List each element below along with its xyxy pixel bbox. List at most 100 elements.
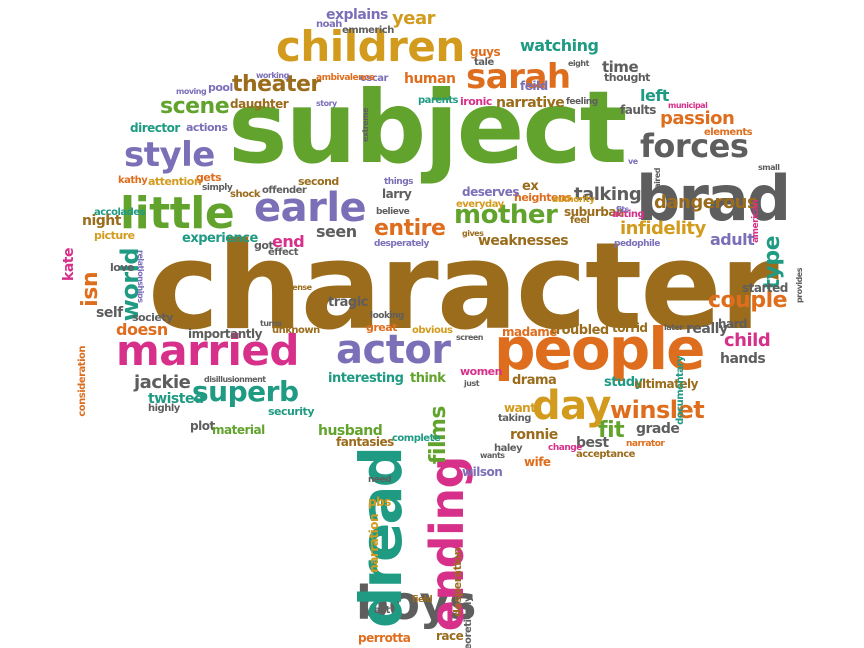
word-adult: adult bbox=[710, 230, 755, 249]
word-attention: attention bbox=[148, 175, 202, 188]
word-noah: noah bbox=[316, 19, 342, 30]
word-seen: seen bbox=[316, 222, 357, 241]
word-kathy: kathy bbox=[118, 175, 148, 186]
word-feeling: feeling bbox=[566, 97, 598, 107]
word-ambivalence: ambivalence bbox=[316, 73, 375, 83]
word-believe: believe bbox=[376, 207, 410, 217]
word-authority: authority bbox=[552, 195, 595, 205]
word-feild: feild bbox=[520, 79, 548, 93]
word-highly: highly bbox=[148, 403, 180, 414]
word-moving: moving bbox=[176, 87, 207, 96]
word-later: later bbox=[664, 323, 683, 332]
word-feel: feel bbox=[570, 215, 590, 226]
word-passion: passion bbox=[660, 108, 735, 129]
word-suburban: suburban bbox=[564, 205, 624, 219]
word-haley: haley bbox=[494, 443, 523, 454]
word-sense: sense bbox=[288, 283, 312, 292]
word-explains: explains bbox=[326, 7, 388, 23]
word-infidelity: infidelity bbox=[620, 218, 706, 239]
word-experience: experience bbox=[182, 231, 258, 246]
word-gets: gets bbox=[196, 171, 222, 184]
word-acceptance: acceptance bbox=[576, 449, 635, 460]
word-kate: kate bbox=[61, 248, 77, 281]
word-best: best bbox=[576, 435, 609, 451]
word-pbs: pbs bbox=[368, 495, 391, 509]
word-deserves: deserves bbox=[462, 185, 520, 199]
word-thought: thought bbox=[604, 71, 650, 84]
word-heightens: heightens bbox=[514, 191, 572, 204]
word-disillusionment: disillusionment bbox=[204, 375, 266, 384]
word-ex: ex bbox=[522, 179, 539, 194]
word-weaknesses: weaknesses bbox=[478, 233, 569, 249]
word-superb: superb bbox=[192, 375, 299, 408]
word-style: style bbox=[124, 135, 215, 175]
word-things: things bbox=[384, 177, 414, 187]
word-child: child bbox=[724, 330, 771, 351]
word-left: left bbox=[640, 86, 669, 105]
word-obvious: obvious bbox=[412, 325, 453, 336]
word-society: society bbox=[132, 311, 173, 324]
word-gives: gives bbox=[462, 229, 484, 238]
word-documentary: documentary bbox=[675, 356, 686, 425]
word-daughter: daughter bbox=[230, 97, 289, 111]
word-larry: larry bbox=[382, 187, 412, 201]
word-couple: couple bbox=[708, 288, 788, 313]
word-act: act bbox=[374, 605, 390, 616]
word-relationships: relationships bbox=[136, 250, 145, 303]
word-madame: madame bbox=[502, 325, 557, 339]
word-human: human bbox=[404, 71, 456, 87]
word-desperately: desperately bbox=[374, 239, 429, 249]
word-faults: faults bbox=[620, 103, 656, 117]
word-year: year bbox=[392, 8, 435, 29]
word-isn: isn bbox=[78, 272, 103, 307]
word-end: end bbox=[272, 232, 305, 251]
word-people: people bbox=[494, 315, 705, 383]
word-unknown: unknown bbox=[272, 325, 320, 336]
word-material: material bbox=[212, 423, 265, 437]
word-jackie: jackie bbox=[134, 372, 191, 393]
word-accolades: accolades bbox=[94, 207, 146, 218]
word-pedophile: pedophile bbox=[614, 239, 660, 249]
word-talking: talking bbox=[574, 184, 642, 205]
word-subject: subject bbox=[228, 69, 627, 186]
word-want: want bbox=[504, 401, 536, 415]
word-twisted: twisted bbox=[148, 391, 204, 407]
word-scene: scene bbox=[160, 94, 230, 119]
word-torrid: torrid bbox=[612, 321, 648, 335]
word-hard: hard bbox=[718, 317, 748, 331]
word-fits: fits bbox=[616, 205, 629, 214]
word-simply: simply bbox=[202, 183, 233, 193]
word-narrator: narrator bbox=[626, 439, 665, 449]
word-narration: narration bbox=[367, 514, 381, 573]
word-change: change bbox=[548, 443, 582, 453]
word-provides: provides bbox=[795, 268, 804, 304]
word-need: need bbox=[368, 475, 392, 485]
word-ultimately: ultimately bbox=[634, 377, 698, 391]
word-looking: looking bbox=[370, 311, 404, 321]
word-emmerich: emmerich bbox=[342, 25, 394, 36]
word-complete: complete bbox=[392, 433, 441, 444]
word-american: american bbox=[751, 200, 761, 243]
word-wife: wife bbox=[524, 455, 551, 469]
word-importantly: importantly bbox=[188, 327, 262, 341]
word-grade: grade bbox=[636, 421, 680, 437]
word-started: started bbox=[742, 281, 788, 295]
word-study: study bbox=[604, 375, 643, 390]
word-hands: hands bbox=[720, 351, 766, 367]
word-earle: earle bbox=[254, 185, 367, 231]
word-character: character bbox=[148, 218, 779, 357]
word-drama: drama bbox=[512, 373, 557, 388]
word-troubled: troubled bbox=[550, 323, 609, 338]
word-small: small bbox=[758, 163, 780, 172]
word-fantasies: fantasies bbox=[336, 435, 394, 449]
word-ronnie: ronnie bbox=[510, 427, 558, 443]
word-love: love bbox=[110, 261, 134, 274]
word-parents: parents bbox=[418, 95, 458, 106]
word-boys: boys bbox=[356, 576, 476, 630]
word-wilson: wilson bbox=[462, 465, 503, 479]
word-screen: screen bbox=[456, 333, 484, 342]
word-theoretically: theoretically bbox=[463, 596, 474, 648]
word-husband: husband bbox=[318, 423, 383, 439]
word-great: great bbox=[366, 321, 397, 334]
